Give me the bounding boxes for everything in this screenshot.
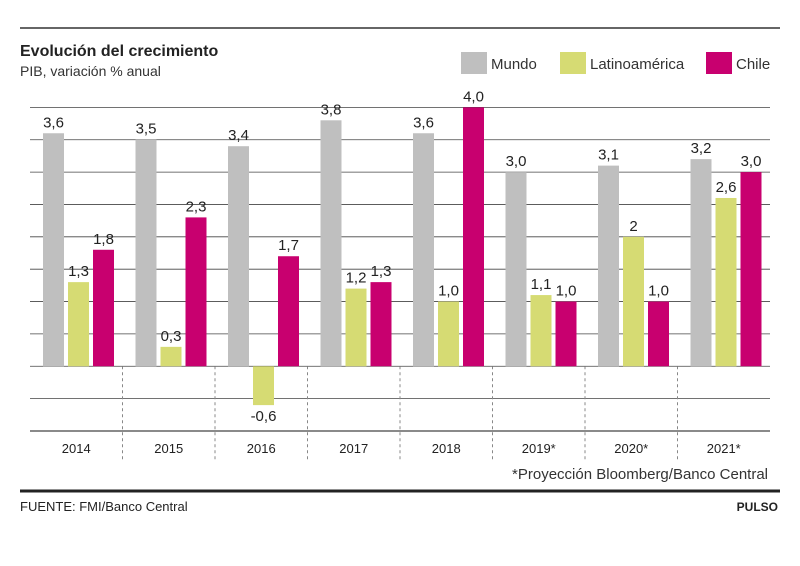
bar-chile-2 [278,256,299,367]
bar-mundo-4 [413,133,434,367]
source-text: FUENTE: FMI/Banco Central [20,499,188,514]
value-labels: 3,61,31,83,50,32,33,4-0,61,73,81,2 1,33,6… [43,88,761,425]
value-label: 3,2 [691,140,712,157]
value-label: 3,0 [506,153,527,170]
chart-title: Evolución del crecimiento [20,43,219,60]
value-label: 2 [629,218,637,235]
value-label: 1,0 [648,283,669,300]
value-label: 1,8 [93,231,114,248]
legend: Mundo Latinoamérica Chile [461,52,770,74]
category-separators [122,366,678,462]
value-label: 2,6 [716,179,737,196]
bar-mundo-6 [598,165,619,367]
chart-subtitle: PIB, variación % anual [20,63,161,79]
value-label: 1,1 [531,276,552,293]
value-label: 3,1 [598,147,619,164]
x-tick-label: 2015 [154,441,183,456]
bar-chile-1 [185,217,207,367]
value-label: 0,3 [161,328,182,345]
value-label: 1,7 [278,237,299,254]
value-label: 1,3 [68,263,89,280]
x-tick-label: 2017 [339,441,368,456]
value-label: -0,6 [251,408,277,425]
bar-chile-0 [93,249,114,367]
legend-label-0: Mundo [491,56,537,73]
bar-chile-7 [740,172,762,367]
value-label: 1,2 [346,270,367,287]
value-label: 3,4 [228,127,249,144]
legend-label-2: Chile [736,56,770,73]
legend-swatch-1 [560,52,586,74]
x-tick-label: 2021* [707,441,741,456]
bar-latinoamérica-2 [253,366,274,406]
bar-latinoamérica-4 [438,301,459,367]
x-tick-label: 2018 [432,441,461,456]
legend-swatch-0 [461,52,487,74]
bar-mundo-3 [320,120,342,367]
value-label: 1,0 [438,283,459,300]
bar-chile-3 [370,282,392,367]
value-label: 3,0 [741,153,762,170]
value-label: 3,6 [43,114,64,131]
value-label: 3,6 [413,114,434,131]
bar-chile-4 [463,107,484,367]
value-label: 1,0 [556,283,577,300]
x-tick-label: 2014 [62,441,91,456]
footnote: *Proyección Bloomberg/Banco Central [512,466,768,483]
bar-mundo-5 [505,172,527,367]
bar-mundo-2 [228,146,249,367]
brand-logo: PULSO [737,500,778,514]
bar-latinoamérica-3 [345,288,367,367]
bar-mundo-1 [135,139,157,367]
bar-latinoamérica-6 [623,236,644,367]
x-tick-labels: 2014 2015 2016 2017 2018 2019* 2020* 2021* [62,441,741,456]
bar-chile-6 [648,301,669,367]
bar-mundo-0 [43,133,64,367]
bar-latinoamérica-7 [715,197,737,367]
value-label: 2,3 [186,198,207,215]
x-tick-label: 2020* [614,441,648,456]
bars [43,107,762,406]
value-label: 4,0 [463,88,484,105]
value-label: 3,5 [136,121,157,138]
legend-label-1: Latinoamérica [590,56,685,73]
bar-latinoamérica-1 [160,346,182,367]
x-tick-label: 2016 [247,441,276,456]
value-label: 3,8 [321,101,342,118]
bar-latinoamérica-5 [530,295,552,367]
bar-mundo-7 [690,159,712,367]
x-tick-label: 2019* [522,441,556,456]
value-label: 1,3 [371,263,392,280]
bar-latinoamérica-0 [68,282,89,367]
bar-chile-5 [555,301,577,367]
legend-swatch-2 [706,52,732,74]
